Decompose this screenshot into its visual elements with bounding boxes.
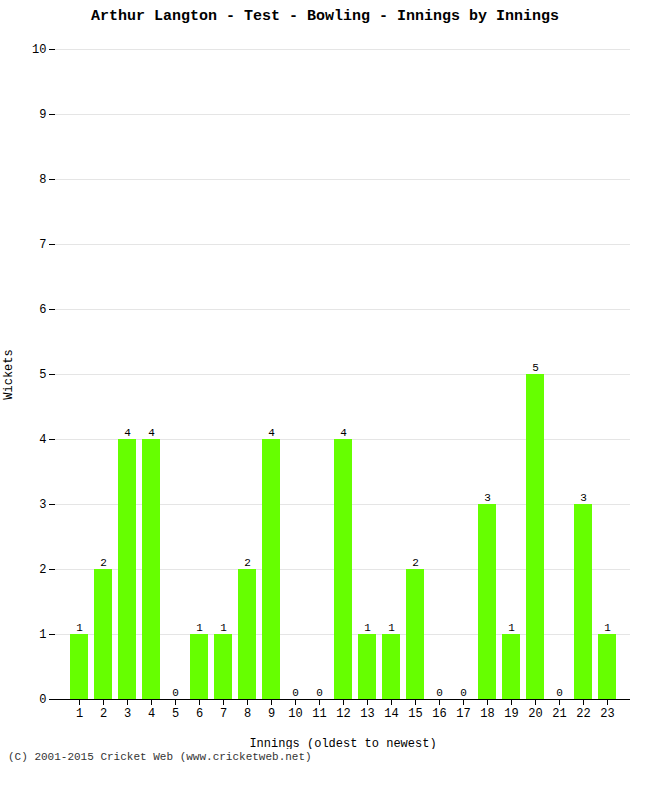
svg-text:5: 5 [172,707,179,721]
svg-text:9: 9 [39,108,46,122]
svg-text:3: 3 [580,492,587,504]
svg-text:2: 2 [244,557,251,569]
svg-text:11: 11 [312,707,326,721]
svg-text:1: 1 [39,628,46,642]
svg-text:0: 0 [460,687,467,699]
svg-text:5: 5 [532,362,539,374]
svg-text:12: 12 [336,707,350,721]
svg-text:1: 1 [364,622,371,634]
svg-text:19: 19 [504,707,518,721]
svg-text:0: 0 [316,687,323,699]
svg-text:22: 22 [576,707,590,721]
svg-text:5: 5 [39,368,46,382]
svg-text:2: 2 [412,557,419,569]
svg-text:23: 23 [600,707,614,721]
svg-text:20: 20 [528,707,542,721]
svg-text:1: 1 [76,622,83,634]
svg-text:1: 1 [76,707,83,721]
svg-text:14: 14 [384,707,398,721]
svg-text:13: 13 [360,707,374,721]
svg-text:8: 8 [39,173,46,187]
svg-text:2: 2 [100,557,107,569]
svg-text:6: 6 [196,707,203,721]
svg-text:3: 3 [484,492,491,504]
svg-text:8: 8 [244,707,251,721]
svg-text:1: 1 [388,622,395,634]
svg-text:4: 4 [340,427,347,439]
svg-text:0: 0 [436,687,443,699]
svg-text:10: 10 [288,707,302,721]
svg-text:4: 4 [148,427,155,439]
svg-text:15: 15 [408,707,422,721]
svg-text:21: 21 [552,707,566,721]
svg-text:Innings (oldest to newest): Innings (oldest to newest) [249,737,436,750]
svg-text:3: 3 [124,707,131,721]
svg-text:10: 10 [32,43,46,57]
svg-text:4: 4 [124,427,131,439]
svg-text:1: 1 [196,622,203,634]
svg-text:7: 7 [220,707,227,721]
svg-text:9: 9 [268,707,275,721]
svg-text:Wickets: Wickets [2,349,16,399]
svg-text:1: 1 [220,622,227,634]
svg-text:2: 2 [39,563,46,577]
svg-text:4: 4 [268,427,275,439]
svg-text:17: 17 [456,707,470,721]
html-text:Arthur Langton - Test - Bowlin: Arthur Langton - Test - Bowling - Inning… [91,8,559,25]
svg-text:18: 18 [480,707,494,721]
svg-text:1: 1 [508,622,515,634]
svg-text:1: 1 [604,622,611,634]
svg-text:0: 0 [172,687,179,699]
svg-text:0: 0 [556,687,563,699]
html-text:(C) 2001-2015 Cricket Web (www: (C) 2001-2015 Cricket Web (www.cricketwe… [8,751,312,763]
svg-text:2: 2 [100,707,107,721]
svg-text:7: 7 [39,238,46,252]
svg-text:16: 16 [432,707,446,721]
svg-text:0: 0 [39,693,46,707]
svg-text:3: 3 [39,498,46,512]
svg-text:0: 0 [292,687,299,699]
svg-text:6: 6 [39,303,46,317]
svg-text:4: 4 [39,433,46,447]
svg-text:4: 4 [148,707,155,721]
